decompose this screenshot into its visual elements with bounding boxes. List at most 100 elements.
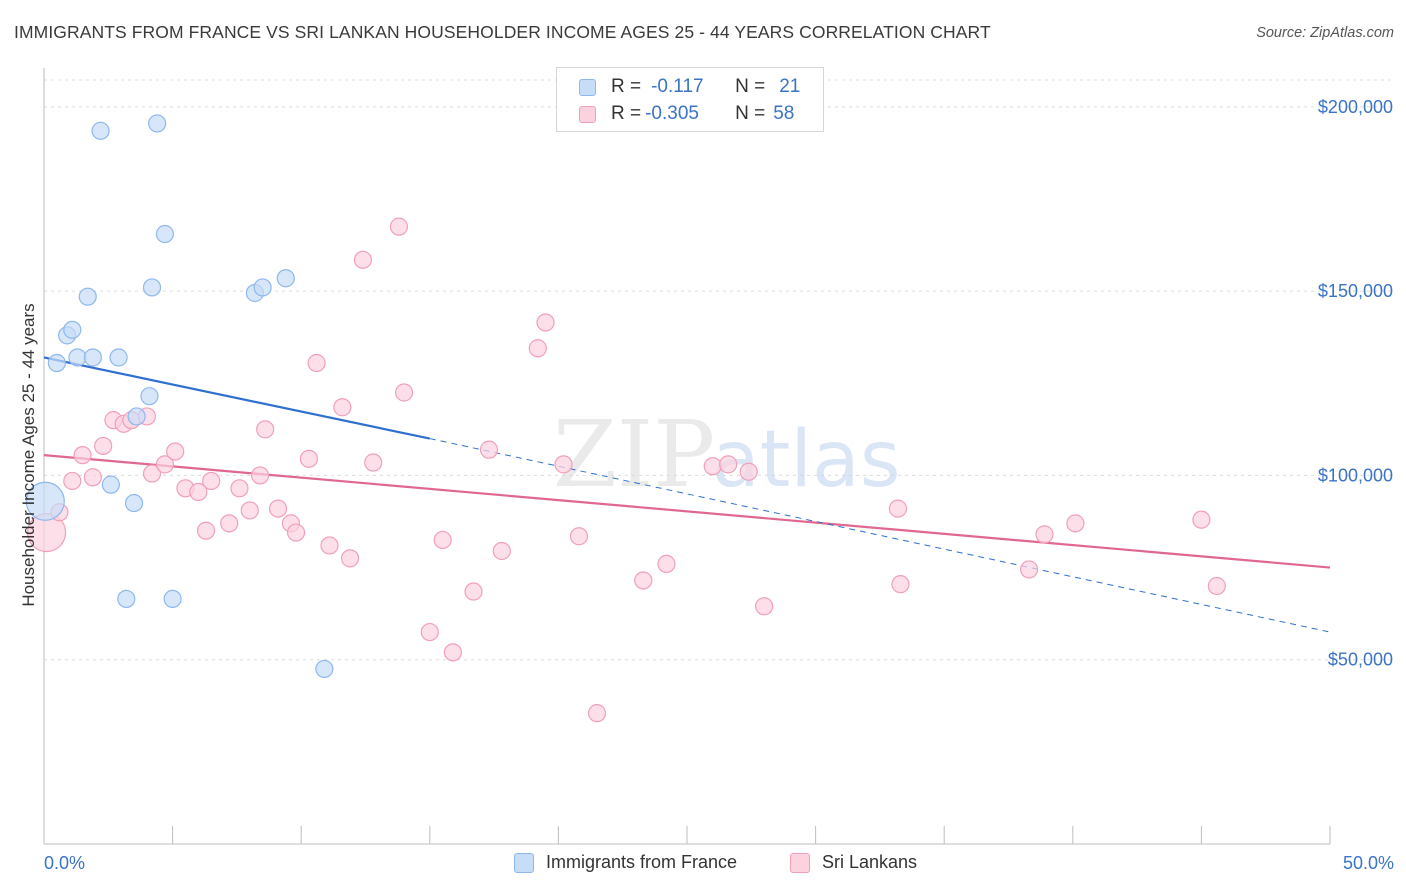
point-srilanka xyxy=(536,313,555,332)
point-srilanka xyxy=(1019,560,1039,579)
point-srilanka xyxy=(394,383,414,402)
watermark-zip: ZIP xyxy=(553,401,715,508)
point-srilanka xyxy=(202,471,221,491)
legend-r-label: R = xyxy=(611,76,642,97)
point-srilanka xyxy=(230,479,249,498)
point-srilanka xyxy=(364,453,383,472)
point-srilanka xyxy=(286,523,306,542)
data-points xyxy=(25,114,1226,723)
point-france xyxy=(101,475,120,494)
chart-title: IMMIGRANTS FROM FRANCE VS SRI LANKAN HOU… xyxy=(14,22,991,42)
y-tick-label: $50,000 xyxy=(1328,650,1393,670)
point-srilanka xyxy=(268,499,288,518)
point-srilanka xyxy=(1066,514,1085,533)
point-srilanka xyxy=(1035,525,1054,544)
x-tick-label: 50.0% xyxy=(1343,853,1394,873)
point-srilanka xyxy=(353,250,373,269)
legend-r-value: -0.305 xyxy=(645,103,699,124)
point-srilanka xyxy=(63,471,82,491)
point-srilanka xyxy=(528,339,547,358)
point-srilanka xyxy=(307,353,326,373)
legend-row-france: R = -0.117 N = 21 xyxy=(579,75,800,99)
point-srilanka xyxy=(479,440,499,459)
point-srilanka xyxy=(299,449,319,468)
point-srilanka xyxy=(333,398,352,417)
point-france xyxy=(25,481,65,521)
point-srilanka xyxy=(420,622,439,642)
point-srilanka xyxy=(703,457,722,476)
legend-n-value: 58 xyxy=(773,103,795,124)
series-label-france: Immigrants from France xyxy=(546,852,738,872)
series-swatch-pink xyxy=(790,852,810,873)
point-france xyxy=(155,224,174,244)
point-srilanka xyxy=(142,464,162,483)
point-srilanka xyxy=(634,571,653,590)
legend-n-label: N = xyxy=(735,103,766,124)
point-france xyxy=(78,287,97,306)
series-label-srilanka: Sri Lankans xyxy=(822,852,918,872)
point-srilanka xyxy=(256,420,275,439)
series-legend-france[interactable]: Immigrants from France xyxy=(514,852,737,873)
point-srilanka xyxy=(166,442,185,461)
point-france xyxy=(91,121,110,140)
series-legend-srilanka[interactable]: Sri Lankans xyxy=(790,852,917,873)
legend-n-label: N = xyxy=(735,76,766,97)
legend-swatch-blue xyxy=(579,78,596,96)
legend-r-value: -0.117 xyxy=(651,76,704,97)
point-srilanka xyxy=(1192,510,1211,529)
point-srilanka xyxy=(433,530,452,550)
point-france xyxy=(163,589,182,609)
point-srilanka xyxy=(250,466,270,485)
y-tick-labels: $50,000 $100,000 $150,000 $200,000 xyxy=(1318,97,1393,670)
gridlines xyxy=(44,79,1395,661)
legend-row-srilanka: R = -0.305 N = 58 xyxy=(579,102,794,126)
correlation-legend: R = -0.117 N = 21 R = -0.305 N = 58 xyxy=(556,67,824,132)
point-france xyxy=(68,348,87,367)
point-france xyxy=(127,407,146,426)
point-srilanka xyxy=(240,501,259,520)
point-france xyxy=(140,387,159,406)
point-srilanka xyxy=(189,482,208,502)
legend-swatch-pink xyxy=(579,105,596,123)
series-swatch-blue xyxy=(514,852,534,873)
legend-n-value: 21 xyxy=(779,76,801,97)
point-srilanka xyxy=(492,541,511,561)
point-srilanka xyxy=(657,554,676,573)
trend-line-france xyxy=(43,356,431,440)
y-axis-title: Householder Income Ages 25 - 44 years xyxy=(19,303,38,606)
series-legend: Immigrants from France Sri Lankans xyxy=(0,852,1406,878)
y-tick-label: $200,000 xyxy=(1318,97,1393,117)
point-france xyxy=(124,493,144,513)
point-france xyxy=(142,278,162,297)
point-france xyxy=(83,348,102,367)
legend-r-label: R = xyxy=(611,103,642,124)
point-srilanka xyxy=(196,521,216,540)
point-srilanka xyxy=(94,436,113,456)
point-srilanka xyxy=(83,468,102,487)
point-france xyxy=(109,348,128,367)
y-tick-label: $150,000 xyxy=(1318,281,1393,301)
point-france xyxy=(148,114,167,133)
point-france xyxy=(63,320,82,339)
point-srilanka xyxy=(340,549,360,568)
point-srilanka xyxy=(554,455,573,474)
watermark-atlas: atlas xyxy=(712,415,901,505)
point-srilanka xyxy=(739,462,758,481)
point-srilanka xyxy=(464,582,483,601)
point-france xyxy=(253,278,272,297)
point-srilanka xyxy=(755,597,774,616)
x-tick-label: 0.0% xyxy=(44,853,85,873)
point-srilanka xyxy=(220,514,239,533)
point-france xyxy=(117,589,136,609)
point-france xyxy=(315,659,334,679)
point-srilanka xyxy=(719,455,738,474)
point-srilanka xyxy=(891,575,910,594)
source-credit: Source: ZipAtlas.com xyxy=(1256,25,1394,41)
point-srilanka xyxy=(587,704,607,723)
point-srilanka xyxy=(1207,576,1226,596)
point-srilanka xyxy=(888,499,908,518)
point-srilanka xyxy=(155,455,174,474)
point-srilanka xyxy=(443,643,463,662)
point-srilanka xyxy=(320,536,339,555)
